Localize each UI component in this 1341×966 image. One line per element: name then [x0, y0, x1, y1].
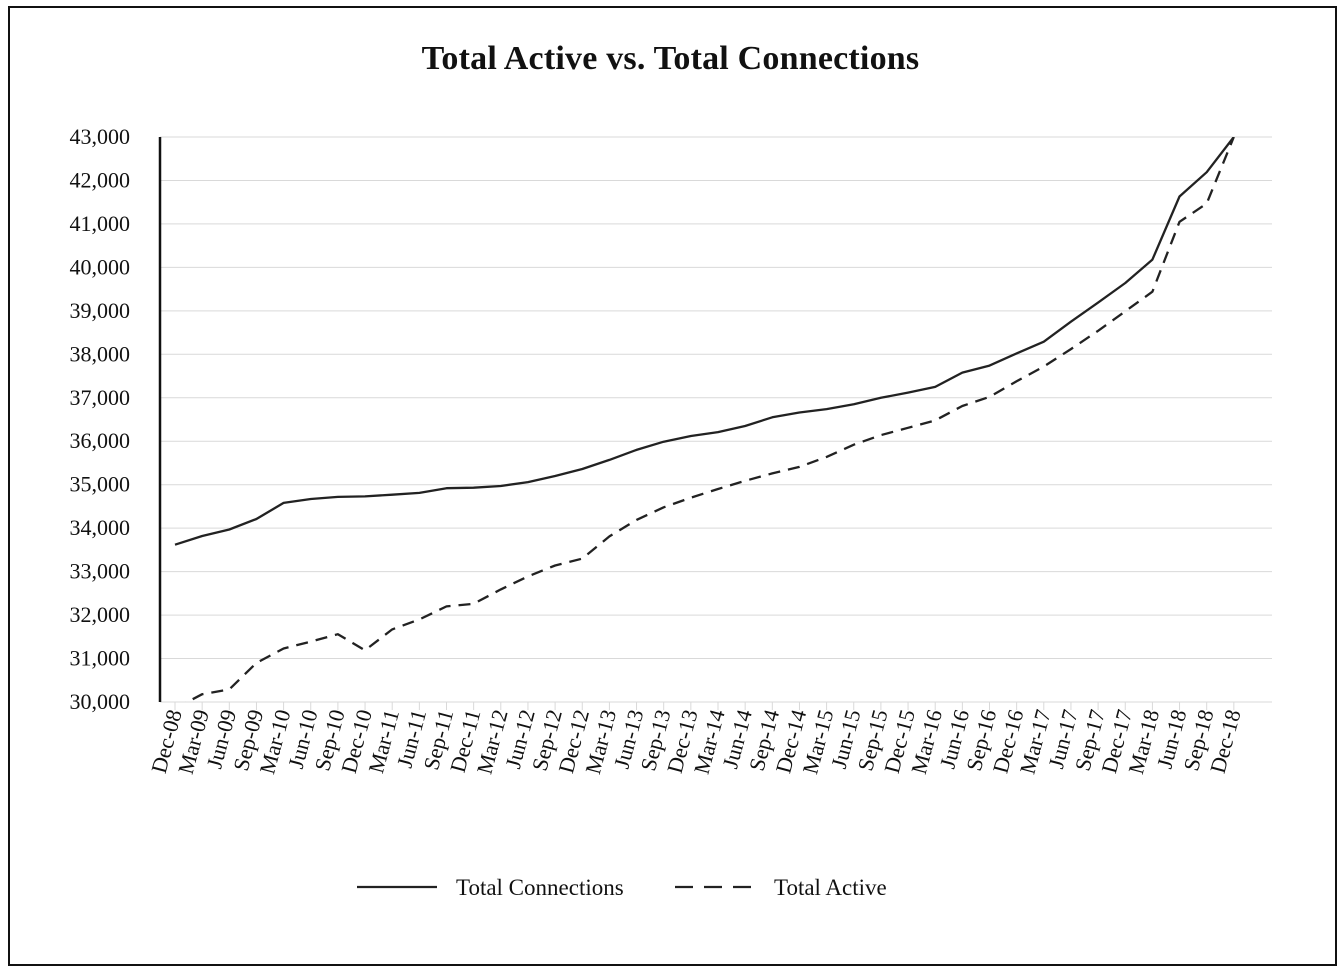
legend-label: Total Active	[774, 875, 887, 900]
series-line-total-active	[184, 137, 1235, 702]
y-tick-label: 41,000	[70, 211, 131, 236]
y-tick-label: 31,000	[70, 646, 131, 671]
y-tick-label: 33,000	[70, 559, 131, 584]
y-tick-label: 40,000	[70, 254, 131, 279]
y-tick-label: 38,000	[70, 341, 131, 366]
y-tick-label: 32,000	[70, 602, 131, 627]
chart-title: Total Active vs. Total Connections	[421, 40, 920, 77]
series-line-total-connections	[174, 137, 1235, 546]
y-tick-label: 34,000	[70, 515, 131, 540]
y-tick-label: 35,000	[70, 472, 131, 497]
y-tick-label: 36,000	[70, 428, 131, 453]
y-tick-label: 42,000	[70, 167, 131, 192]
y-tick-label: 30,000	[70, 689, 131, 714]
legend-label: Total Connections	[456, 875, 624, 900]
y-tick-label: 37,000	[70, 385, 131, 410]
chart-frame	[8, 6, 1337, 966]
y-tick-label: 39,000	[70, 298, 131, 323]
y-tick-label: 43,000	[70, 124, 131, 149]
